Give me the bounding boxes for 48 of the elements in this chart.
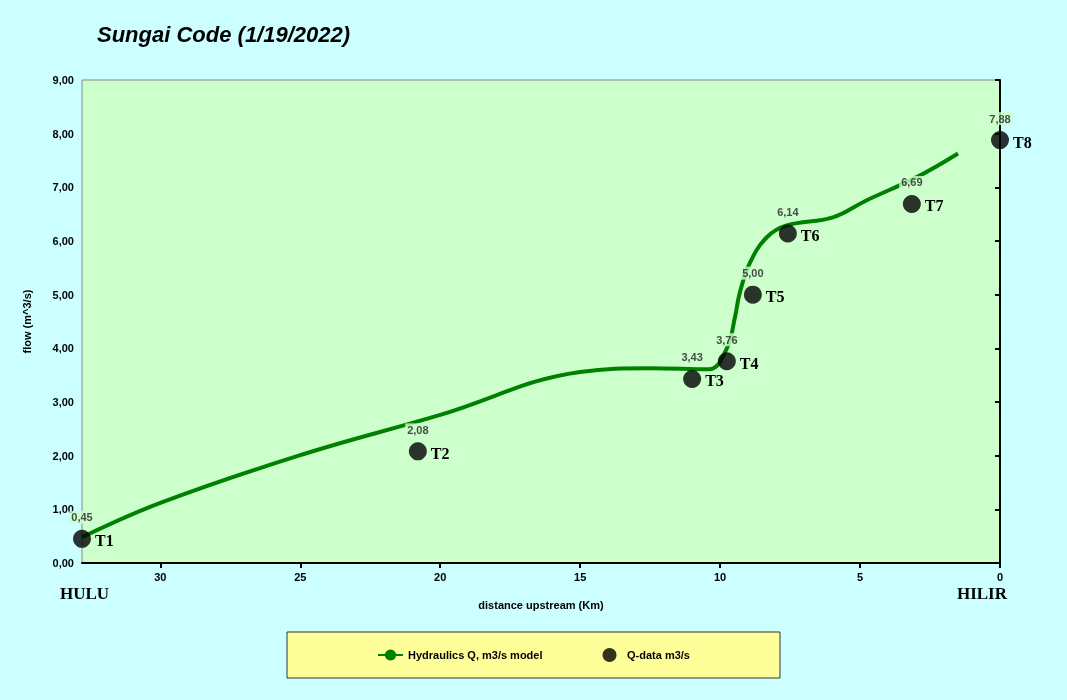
point	[778, 224, 797, 243]
y-tick-label: 2,00	[52, 449, 74, 462]
y-tick-label: 4,00	[52, 342, 74, 355]
annotation: T7	[924, 197, 944, 215]
text: HILIR	[956, 584, 1008, 603]
y-axis-title: flow (m^3/s)	[20, 289, 33, 354]
chart-title: Sungai Code (1/19/2022)	[97, 21, 351, 47]
y-tick-label: 0,00	[52, 557, 74, 569]
x-tick-label: 5	[857, 570, 864, 583]
x-tick-label: 0	[996, 570, 1004, 583]
x-tick-label: 30	[154, 570, 167, 583]
y-tick-label: 7,00	[52, 181, 74, 194]
data-label: 7,88	[989, 112, 1011, 125]
y-tick-label: 6,00	[52, 235, 74, 247]
y-tick-label: 9,00	[52, 74, 74, 86]
y-tick-label: 1,00	[52, 503, 74, 516]
point	[408, 442, 427, 461]
legend-label: Q-data m3/s	[627, 649, 690, 661]
point	[991, 131, 1009, 150]
annotation: T4	[739, 354, 759, 372]
data-label: 0,45	[71, 511, 93, 524]
x-axis-title: distance upstream (Km)	[478, 598, 604, 611]
y-tick-label: 8,00	[52, 127, 74, 140]
point	[902, 194, 921, 213]
legend-label: Hydraulics Q, m3/s model	[408, 649, 543, 661]
y-tick-label: 3,00	[52, 396, 74, 408]
data-label: 5,00	[742, 267, 764, 280]
annotation: T1	[95, 532, 114, 550]
data-label: 3,43	[681, 351, 703, 364]
text: HULU	[60, 584, 110, 603]
x-tick-label: 15	[574, 570, 587, 583]
point	[683, 369, 702, 388]
data-label: 3,76	[716, 333, 738, 346]
point	[743, 285, 762, 304]
annotation: T3	[705, 372, 724, 390]
point	[717, 352, 736, 371]
annotation: T5	[765, 288, 785, 306]
annotation: T6	[800, 226, 820, 244]
y-tick-label: 5,00	[52, 288, 74, 301]
x-tick-label: 25	[294, 570, 307, 583]
x-tick-label: 20	[434, 570, 447, 583]
data-label: 6,69	[901, 176, 923, 189]
annotation: T8	[1013, 133, 1032, 151]
x-tick-label: 10	[714, 570, 727, 583]
data-label: 2,08	[407, 423, 429, 436]
annotation: T2	[430, 444, 450, 462]
point	[73, 529, 91, 548]
data-label: 6,14	[777, 205, 800, 218]
